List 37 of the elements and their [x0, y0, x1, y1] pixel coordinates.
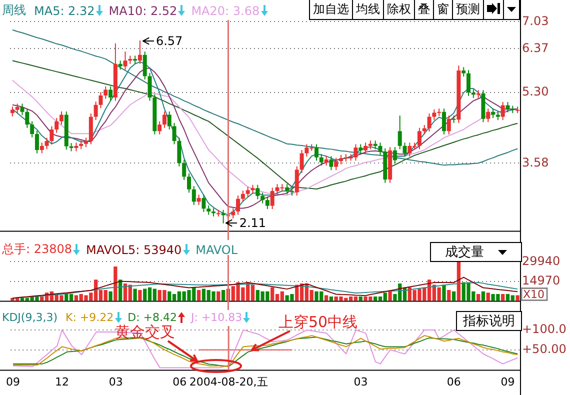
x-tick-label: 03: [354, 375, 368, 388]
text: MAVOL: [196, 242, 238, 256]
y-tick-label: +100.0: [522, 322, 566, 336]
annotation: 指标说明: [463, 313, 515, 330]
x-tick-label: 06: [172, 375, 187, 388]
y-tick-label: +50.00: [522, 342, 566, 356]
legend-label: D: +8.42: [128, 311, 178, 324]
y-tick-label: 5.30: [522, 84, 549, 99]
annotation: 2.11: [239, 216, 266, 230]
y-axis-title: X10: [523, 288, 545, 302]
text: MA10: 2.52: [108, 4, 178, 18]
x-tick-label: 03: [108, 375, 123, 388]
series-label: J: +10.83: [191, 311, 242, 324]
legend-title: KDJ(9,3,3): [2, 311, 58, 324]
y-tick-label: 3.58: [522, 155, 549, 170]
y-tick-label: 6.37: [522, 40, 549, 55]
series-label: K: +9.22: [66, 311, 114, 324]
annotation: 成交量: [445, 244, 484, 261]
text: MAVOL5: 53940: [86, 242, 182, 256]
y-tick-label: 29940: [522, 254, 560, 268]
select-box: 成交量: [430, 242, 522, 262]
x-tick-label: 06: [446, 375, 461, 388]
button: 指标说明: [456, 311, 522, 331]
x-tick-label: 09: [6, 375, 20, 388]
legend-title: 周线: [2, 2, 26, 19]
y-tick-label: 7.03: [522, 14, 549, 28]
x-tick-label: 12: [55, 375, 70, 388]
toolbar: 加自选 均线 除权 叠 窗 预测: [309, 0, 520, 20]
y-tick-label: 14970: [522, 273, 560, 288]
annotation: 上穿50中线: [278, 313, 358, 331]
text: MA5: 2.32: [34, 4, 95, 18]
x-tick-label: 2004-08-20,五: [189, 375, 268, 388]
annotation: 黄金交叉: [115, 323, 175, 341]
annotation: 6.57: [156, 34, 183, 48]
text: 总手: 23808: [2, 241, 72, 258]
text: MA20: 3.68: [191, 4, 260, 18]
x-tick-label: 09: [500, 375, 515, 388]
